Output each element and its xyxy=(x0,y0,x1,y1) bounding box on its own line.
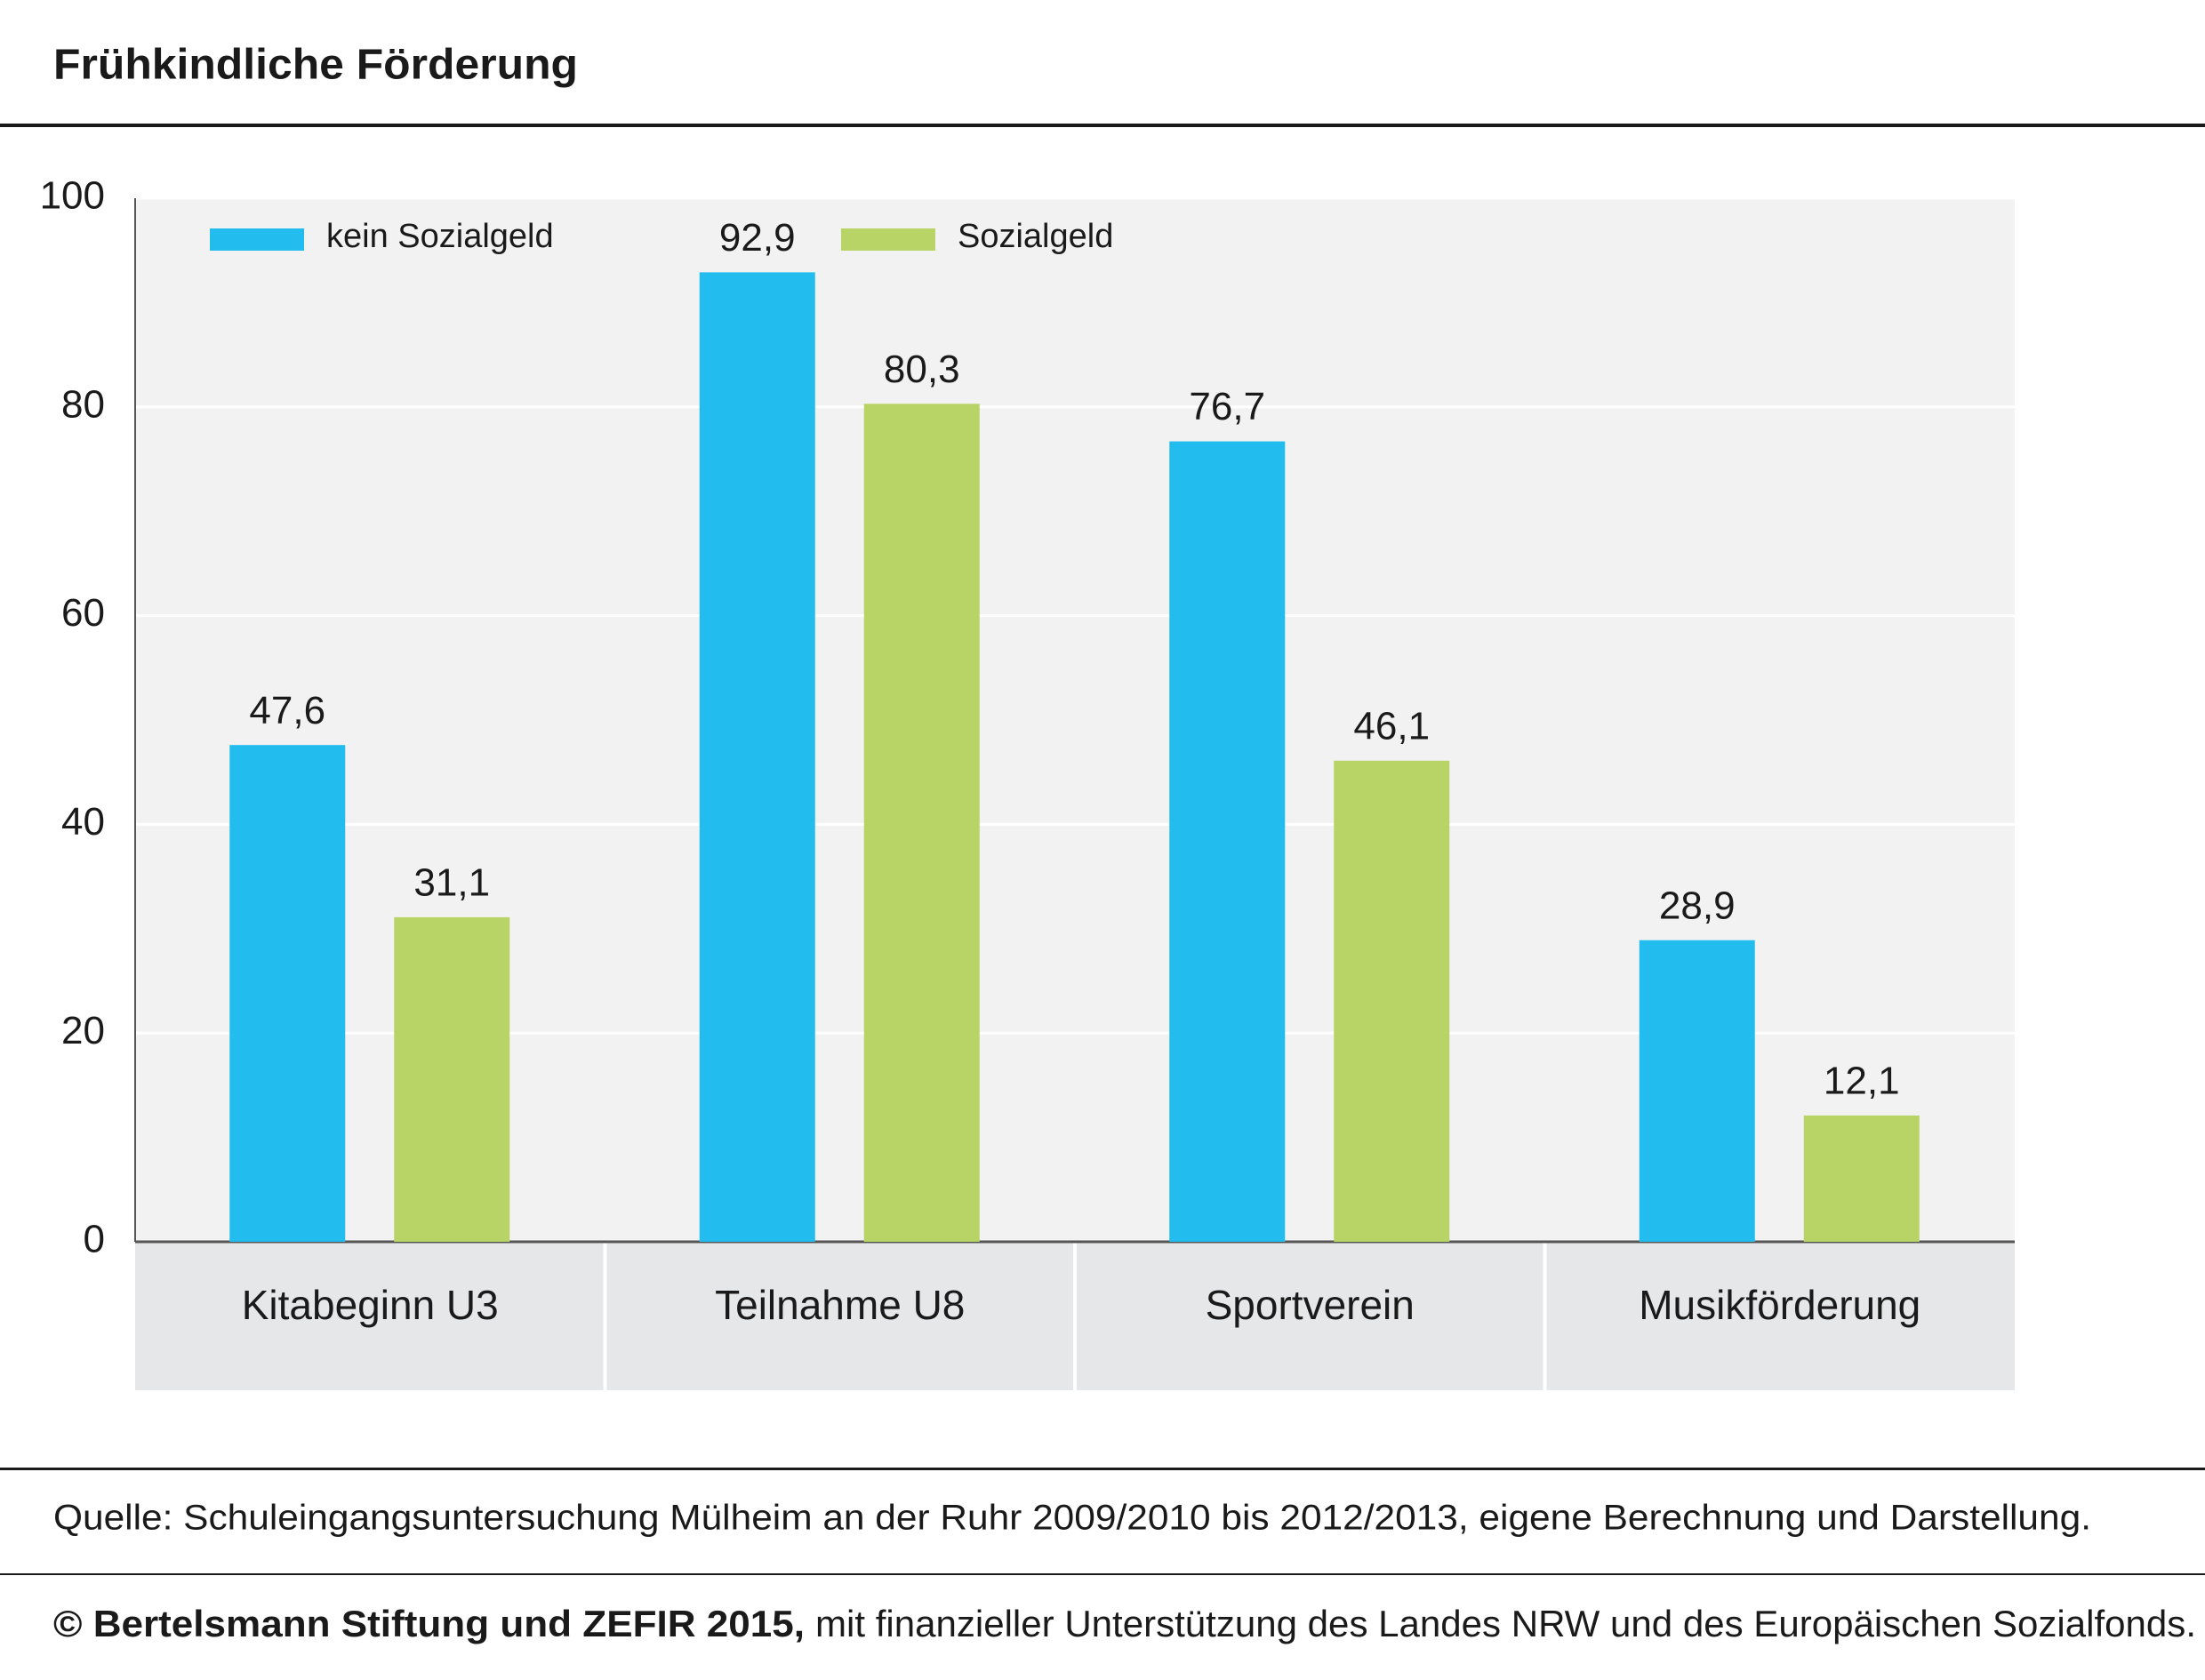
bar xyxy=(1639,940,1755,1242)
legend-swatch xyxy=(841,228,935,251)
footer-rule xyxy=(0,1573,2205,1575)
value-label: 80,3 xyxy=(884,348,960,391)
title-rule xyxy=(0,124,2205,127)
y-tick-label: 40 xyxy=(61,800,105,844)
footer-rule xyxy=(0,1468,2205,1470)
x-tick-label: Teilnahme U8 xyxy=(715,1282,965,1328)
y-tick-label: 0 xyxy=(84,1218,105,1261)
legend-swatch xyxy=(210,228,304,251)
copyright-note: mit finanzieller Unterstützung des Lande… xyxy=(815,1603,2196,1644)
value-label: 12,1 xyxy=(1824,1060,1900,1103)
value-label: 92,9 xyxy=(719,216,796,260)
bar xyxy=(1334,760,1450,1242)
bar xyxy=(229,745,346,1242)
bar xyxy=(699,272,815,1242)
value-label: 28,9 xyxy=(1659,884,1736,927)
legend-label: kein Sozialgeld xyxy=(326,218,554,255)
copyright: © Bertelsmann Stiftung und ZEFIR 2015, xyxy=(53,1603,805,1644)
y-tick-label: 80 xyxy=(61,382,105,426)
y-tick-label: 20 xyxy=(61,1009,105,1052)
bar xyxy=(863,404,980,1242)
bar xyxy=(394,916,510,1242)
y-tick-label: 60 xyxy=(61,591,105,635)
x-tick-label: Kitabeginn U3 xyxy=(242,1282,499,1328)
y-tick-label: 100 xyxy=(40,174,105,218)
value-label: 31,1 xyxy=(413,861,490,905)
value-label: 46,1 xyxy=(1353,704,1430,748)
bar xyxy=(1169,441,1286,1242)
bar xyxy=(1803,1115,1920,1242)
legend-label: Sozialgeld xyxy=(958,218,1113,255)
source-note: Quelle: Schuleingangsuntersuchung Mülhei… xyxy=(53,1499,2091,1538)
x-tick-label: Musikförderung xyxy=(1639,1282,1920,1328)
value-label: 47,6 xyxy=(249,689,325,732)
x-tick-label: Sportverein xyxy=(1206,1282,1415,1328)
value-label: 76,7 xyxy=(1189,385,1265,428)
chart-title: Frühkindliche Förderung xyxy=(53,42,578,89)
